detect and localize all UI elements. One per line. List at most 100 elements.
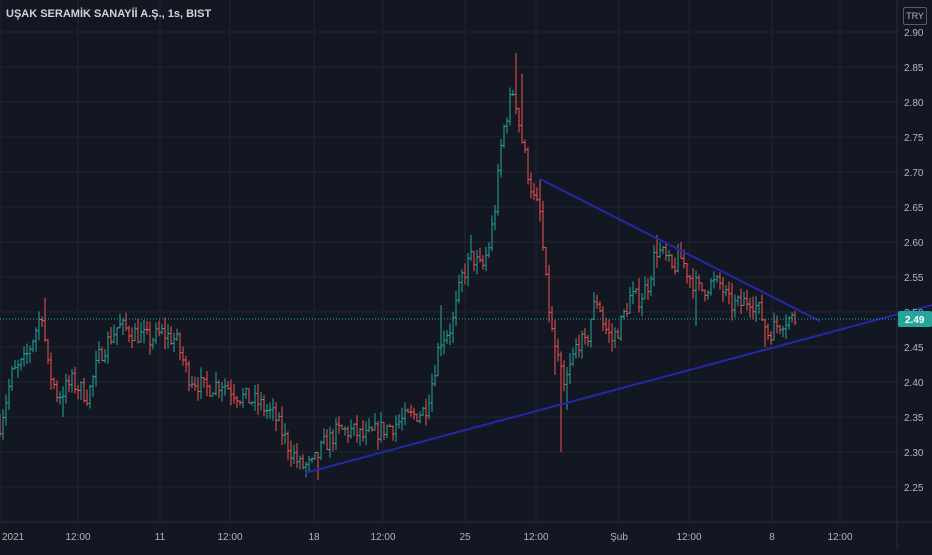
currency-button[interactable]: TRY (903, 7, 927, 25)
ohlc-bar (646, 278, 650, 300)
ohlc-bar (259, 392, 263, 411)
ohlc-bar (130, 327, 134, 349)
ohlc-bar (154, 322, 158, 345)
ohlc-bar (343, 426, 347, 436)
ohlc-bar (316, 451, 320, 480)
ohlc-bar (373, 413, 377, 431)
x-tick-label: 12:00 (523, 532, 548, 543)
ohlc-bar (478, 247, 482, 263)
ohlc-bar (505, 117, 509, 134)
x-tick-label: 18 (308, 532, 320, 543)
trendline-support[interactable] (304, 304, 932, 474)
ohlc-bar (4, 394, 8, 426)
ohlc-bar (718, 272, 722, 290)
ohlc-bar (649, 275, 653, 297)
ohlc-bar (559, 351, 563, 452)
ohlc-bar (568, 352, 572, 385)
ohlc-bar (487, 242, 491, 258)
ohlc-bar (310, 457, 314, 464)
ohlc-bar (745, 289, 749, 311)
ohlc-bar (223, 378, 227, 396)
ohlc-bar (121, 318, 125, 335)
ohlc-bar (508, 87, 512, 126)
ohlc-bar (664, 242, 668, 261)
ohlc-bar (604, 317, 608, 335)
ohlc-bar (436, 342, 440, 377)
ohlc-bar (727, 281, 731, 305)
y-tick-label: 2.55 (904, 273, 924, 284)
ohlc-bar (547, 264, 551, 323)
ohlc-bar (100, 346, 104, 362)
ohlc-bar (217, 380, 221, 398)
ohlc-bar (10, 366, 14, 391)
ohlc-bar (79, 381, 83, 400)
ohlc-bar (685, 262, 689, 284)
y-tick-label: 2.70 (904, 168, 924, 179)
ohlc-bar (394, 415, 398, 442)
ohlc-bar (355, 415, 359, 443)
ohlc-bar (190, 376, 194, 389)
ohlc-bar (37, 311, 41, 341)
ohlc-bar (43, 298, 47, 342)
ohlc-bar (88, 384, 92, 409)
ohlc-bar (238, 400, 242, 406)
ohlc-bar (64, 373, 68, 404)
ohlc-bar (610, 323, 614, 352)
ohlc-bar (319, 440, 323, 460)
ohlc-bar (232, 383, 236, 404)
ohlc-bar (397, 414, 401, 429)
ohlc-bar (115, 327, 119, 345)
ohlc-bar (160, 323, 164, 335)
ohlc-bar (349, 419, 353, 439)
y-tick-label: 2.75 (904, 133, 924, 144)
ohlc-bar (151, 337, 155, 350)
ohlc-bar (112, 324, 116, 344)
ohlc-bar (166, 323, 170, 349)
ohlc-bar (589, 318, 593, 348)
ohlc-bar (634, 288, 638, 294)
ohlc-bar (76, 385, 80, 400)
ohlc-bar (742, 291, 746, 306)
ohlc-bar (193, 376, 197, 391)
ohlc-bar (73, 366, 77, 394)
ohlc-bar (736, 295, 740, 307)
ohlc-bar (124, 312, 128, 331)
ohlc-bar (469, 235, 473, 261)
ohlc-bar (313, 451, 317, 461)
ohlc-bar (325, 429, 329, 451)
ohlc-bar (709, 278, 713, 296)
ohlc-bar (520, 74, 524, 144)
ohlc-bar (457, 274, 461, 304)
ohlc-bar (22, 346, 26, 367)
y-tick-label: 2.80 (904, 98, 924, 109)
ohlc-bar (766, 323, 770, 340)
x-tick-label: 11 (155, 532, 166, 543)
ohlc-bar (175, 328, 179, 342)
ohlc-bar (526, 147, 530, 185)
ohlc-bar (367, 418, 371, 433)
ohlc-bar (595, 294, 599, 309)
ohlc-bar (712, 271, 716, 289)
x-tick-label: 12:00 (217, 532, 242, 543)
ohlc-bar (244, 387, 248, 399)
ohlc-bar (724, 285, 728, 297)
ohlc-bar (268, 402, 272, 419)
ohlc-bar (187, 360, 191, 392)
ohlc-bar (580, 330, 584, 359)
ohlc-bar (103, 349, 107, 364)
ohlc-bar (793, 310, 797, 325)
ohlc-bar (583, 327, 587, 345)
ohlc-bar (628, 287, 632, 314)
ohlc-bar (586, 334, 590, 347)
ohlc-bar (571, 347, 575, 367)
x-tick-label: 12:00 (370, 532, 395, 543)
last-price-badge: 2.49 (898, 311, 932, 327)
ohlc-bar (280, 406, 284, 445)
x-tick-label: 2021 (2, 532, 25, 543)
ohlc-bar (784, 314, 788, 339)
trendline-resistance[interactable] (539, 178, 821, 322)
ohlc-bar (721, 276, 725, 302)
ohlc-bar (703, 289, 707, 302)
